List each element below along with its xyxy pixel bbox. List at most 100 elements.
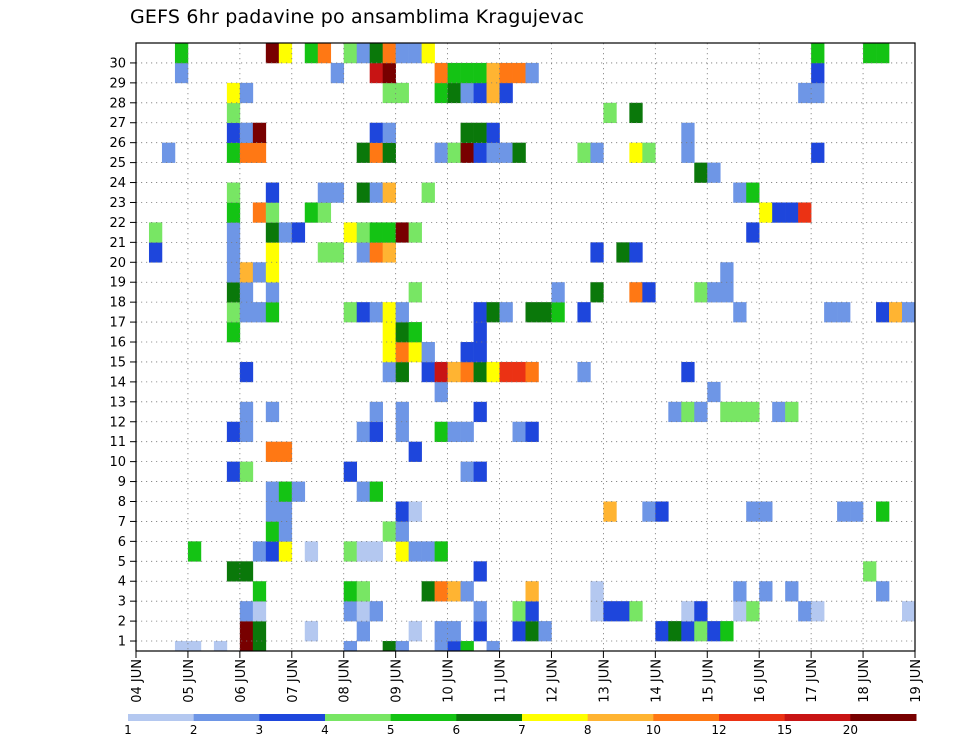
- heatmap-cell: [629, 142, 643, 163]
- heatmap-cell: [356, 481, 370, 502]
- heatmap-cell: [629, 282, 643, 303]
- heatmap-cell: [356, 222, 370, 243]
- x-tick-label: 08 JUN: [338, 659, 353, 703]
- chart-title: GEFS 6hr padavine po ansamblima Kragujev…: [130, 6, 585, 28]
- x-tick-label: 16 JUN: [753, 659, 768, 703]
- heatmap-cell: [226, 242, 241, 263]
- heatmap-cell: [707, 381, 721, 403]
- heatmap-cell: [382, 122, 396, 143]
- heatmap-cell: [512, 421, 526, 442]
- y-tick-label: 9: [118, 475, 126, 490]
- legend-label: 3: [256, 723, 264, 737]
- heatmap-cell: [317, 242, 332, 263]
- heatmap-cell: [291, 222, 306, 243]
- heatmap-cell: [473, 561, 487, 582]
- heatmap-cell: [382, 322, 396, 343]
- heatmap-cell: [525, 421, 539, 442]
- heatmap-cell: [239, 641, 254, 652]
- heatmap-cell: [395, 521, 409, 542]
- heatmap-cell: [408, 541, 422, 562]
- heatmap-cell: [252, 122, 267, 143]
- heatmap-cell: [525, 62, 539, 84]
- legend-label: 12: [711, 723, 726, 737]
- y-tick-label: 20: [109, 256, 126, 271]
- heatmap-cell: [473, 601, 487, 622]
- heatmap-cell: [265, 481, 280, 502]
- heatmap-cell: [408, 322, 422, 343]
- heatmap-cell: [447, 421, 461, 442]
- heatmap-cell: [785, 401, 799, 423]
- heatmap-cell: [473, 322, 487, 343]
- heatmap-cell: [174, 641, 189, 652]
- heatmap-cell: [499, 302, 513, 323]
- heatmap-cell: [330, 242, 345, 263]
- heatmap-cell: [304, 621, 319, 642]
- heatmap-cell: [382, 342, 396, 363]
- heatmap-cell: [395, 322, 409, 343]
- heatmap-cell: [239, 82, 254, 104]
- x-tick-label: 10 JUN: [442, 659, 457, 703]
- legend-swatch: [587, 714, 654, 721]
- heatmap-cell: [382, 62, 396, 84]
- heatmap-cell: [265, 441, 280, 462]
- y-tick-label: 10: [109, 455, 126, 470]
- heatmap-cell: [421, 43, 435, 64]
- heatmap-cell: [265, 282, 280, 303]
- heatmap-cell: [824, 302, 838, 323]
- y-tick-label: 24: [109, 176, 126, 191]
- heatmap-cell: [629, 601, 643, 622]
- heatmap-cell: [811, 82, 825, 104]
- heatmap-cell: [239, 601, 254, 622]
- heatmap-cell: [226, 82, 241, 104]
- heatmap-cell: [265, 302, 280, 323]
- heatmap-cell: [447, 621, 461, 642]
- y-tick-label: 26: [109, 136, 126, 151]
- heatmap-cell: [278, 521, 293, 542]
- heatmap-cell: [330, 62, 345, 84]
- heatmap-cell: [512, 142, 526, 163]
- heatmap-cell: [707, 621, 721, 642]
- heatmap-cell: [785, 202, 799, 223]
- heatmap-cell: [434, 62, 448, 84]
- y-tick-label: 29: [109, 76, 126, 91]
- y-tick-label: 3: [118, 595, 126, 610]
- heatmap-cell: [499, 82, 513, 104]
- heatmap-cell: [694, 282, 708, 303]
- heatmap-cell: [421, 581, 435, 602]
- heatmap-cell: [512, 601, 526, 622]
- heatmap-cell: [434, 581, 448, 602]
- heatmap-cell: [161, 142, 176, 163]
- heatmap-cell: [382, 242, 396, 263]
- y-tick-label: 4: [118, 575, 126, 590]
- y-tick-label: 17: [109, 316, 126, 331]
- heatmap-cell: [473, 302, 487, 323]
- heatmap-cell: [733, 302, 747, 323]
- heatmap-cell: [499, 361, 513, 383]
- heatmap-cell: [369, 302, 383, 323]
- heatmap-cell: [252, 641, 267, 652]
- heatmap-cell: [408, 441, 422, 462]
- heatmap-cell: [759, 501, 773, 522]
- heatmap-cell: [421, 342, 435, 363]
- heatmap-cell: [837, 302, 851, 323]
- heatmap-cell: [148, 222, 163, 243]
- heatmap-cell: [746, 401, 760, 423]
- heatmap-cell: [681, 401, 695, 423]
- heatmap-cell: [460, 82, 474, 104]
- heatmap-cell: [382, 641, 396, 652]
- heatmap-cell: [382, 142, 396, 163]
- heatmap-cell: [447, 62, 461, 84]
- x-tick-label: 13 JUN: [597, 659, 612, 703]
- heatmap-cell: [278, 541, 293, 562]
- heatmap-cell: [356, 421, 370, 442]
- heatmap-cell: [343, 601, 358, 622]
- heatmap-cell: [473, 361, 487, 383]
- heatmap-cell: [525, 621, 539, 642]
- heatmap-cell: [720, 262, 734, 283]
- x-tick-label: 14 JUN: [649, 659, 664, 703]
- heatmap-cell: [707, 282, 721, 303]
- legend-label: 4: [321, 723, 329, 737]
- heatmap-cell: [408, 342, 422, 363]
- legend-swatch: [456, 714, 523, 721]
- heatmap-cell: [785, 581, 799, 602]
